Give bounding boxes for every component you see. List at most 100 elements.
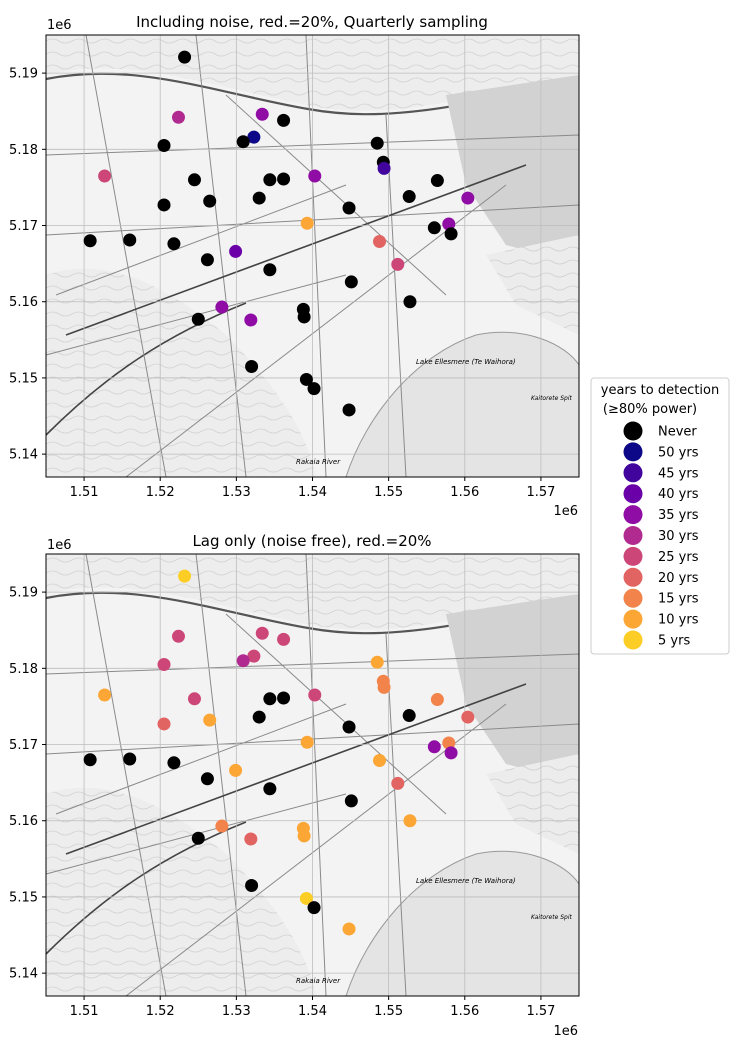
legend-label: 5 yrs <box>658 634 690 649</box>
legend-label: Never <box>658 425 697 440</box>
data-point-10-yrs <box>297 829 311 843</box>
data-point-20-yrs <box>373 235 387 249</box>
data-point-never <box>123 752 137 766</box>
data-point-never <box>167 237 181 251</box>
data-point-never <box>344 275 358 289</box>
x-tick-label: 1.54 <box>298 1004 327 1019</box>
data-point-30-yrs <box>171 110 185 124</box>
legend-marker <box>623 567 643 587</box>
data-point-never <box>252 710 266 724</box>
data-point-never <box>402 190 416 204</box>
data-point-25-yrs <box>255 626 269 640</box>
x-tick-label: 1.57 <box>526 1004 555 1019</box>
data-point-50-yrs <box>247 130 261 144</box>
legend-label: 20 yrs <box>658 571 699 586</box>
x-tick-label: 1.55 <box>374 485 403 500</box>
y-tick-label: 5.14 <box>9 967 38 982</box>
data-point-never <box>307 382 321 396</box>
data-point-never <box>191 312 205 326</box>
legend-marker <box>623 421 643 441</box>
data-point-35-yrs <box>215 300 229 314</box>
data-point-never <box>200 772 214 786</box>
data-point-10-yrs <box>98 688 112 702</box>
data-point-20-yrs <box>244 832 258 846</box>
y-tick-label: 5.18 <box>9 143 38 158</box>
y-tick-label: 5.16 <box>9 295 38 310</box>
river-label: Rakaia River <box>296 977 341 985</box>
data-point-25-yrs <box>277 632 291 646</box>
legend-label: 50 yrs <box>658 445 699 460</box>
x-tick-label: 1.52 <box>146 485 175 500</box>
x-tick-label: 1.53 <box>222 1004 251 1019</box>
axis-ticks: 1.51 1.52 1.53 1.54 1.55 1.56 1.57 5.14 5.15 5.16… <box>9 586 555 1019</box>
data-point-35-yrs <box>255 107 269 121</box>
legend-marker <box>623 484 643 504</box>
data-point-never <box>123 233 137 247</box>
data-point-10-yrs <box>373 754 387 768</box>
legend-marker <box>623 505 643 525</box>
legend-marker <box>623 630 643 650</box>
x-tick-label: 1.51 <box>70 1004 99 1019</box>
data-point-never <box>236 135 250 149</box>
data-point-never <box>344 794 358 808</box>
data-point-never <box>342 403 356 417</box>
data-point-never <box>191 831 205 845</box>
y-tick-label: 5.17 <box>9 219 38 234</box>
legend-marker <box>623 546 643 566</box>
lake-label: Lake Ellesmere (Te Waihora) <box>416 358 516 366</box>
data-point-25-yrs <box>171 629 185 643</box>
data-point-never <box>200 253 214 267</box>
data-point-never <box>157 139 171 152</box>
panel-bottom: Lag only (noise free), red.=20% 1e6 1e6 … <box>9 532 580 1039</box>
x-tick-label: 1.51 <box>70 485 99 500</box>
data-point-40-yrs <box>229 244 243 258</box>
data-point-never <box>370 136 384 150</box>
data-point-never <box>157 198 171 212</box>
x-offset-label: 1e6 <box>553 504 578 519</box>
data-point-15-yrs <box>442 736 456 750</box>
data-point-never <box>427 221 441 235</box>
basemap: Lake Ellesmere (Te Waihora) Rakaia River… <box>45 34 580 478</box>
data-point-never <box>444 227 458 241</box>
data-point-never <box>299 372 313 386</box>
panel-title: Including noise, red.=20%, Quarterly sam… <box>136 13 488 31</box>
x-tick-label: 1.54 <box>298 485 327 500</box>
data-point-45-yrs <box>377 161 391 175</box>
data-point-25-yrs <box>308 688 322 702</box>
data-point-never <box>342 201 356 215</box>
data-point-15-yrs <box>377 680 391 694</box>
y-offset-label: 1e6 <box>47 538 72 553</box>
y-tick-label: 5.15 <box>9 890 38 905</box>
data-point-35-yrs <box>442 217 456 231</box>
data-point-never <box>403 295 417 309</box>
legend-label: 40 yrs <box>658 487 699 502</box>
y-tick-label: 5.19 <box>9 586 38 601</box>
data-point-15-yrs <box>430 693 444 707</box>
legend-marker <box>623 442 643 462</box>
legend-marker <box>623 609 643 629</box>
data-point-10-yrs <box>342 922 356 936</box>
y-tick-label: 5.18 <box>9 662 38 677</box>
basemap: Lake Ellesmere (Te Waihora) Rakaia River… <box>45 553 580 997</box>
legend-marker <box>623 526 643 545</box>
data-point-25-yrs <box>98 169 112 183</box>
data-point-never <box>245 360 259 373</box>
data-point-never <box>203 194 217 208</box>
data-point-25-yrs <box>157 658 171 671</box>
data-point-5-yrs <box>178 569 192 583</box>
data-point-25-yrs <box>391 257 405 271</box>
legend-label: 45 yrs <box>658 466 699 481</box>
lake-label: Lake Ellesmere (Te Waihora) <box>416 877 516 885</box>
legend-subtitle: (≥80% power) <box>603 402 697 417</box>
data-point-never <box>307 901 321 915</box>
river-label: Rakaia River <box>296 458 341 466</box>
y-tick-label: 5.17 <box>9 738 38 753</box>
data-point-never <box>178 50 192 64</box>
legend-label: 30 yrs <box>658 529 699 544</box>
data-point-never <box>263 263 277 277</box>
panel-top: Including noise, red.=20%, Quarterly sam… <box>9 13 580 519</box>
x-offset-label: 1e6 <box>553 1024 578 1039</box>
legend-title: years to detection <box>601 383 720 398</box>
data-point-never <box>252 191 266 205</box>
data-point-10-yrs <box>229 763 243 777</box>
